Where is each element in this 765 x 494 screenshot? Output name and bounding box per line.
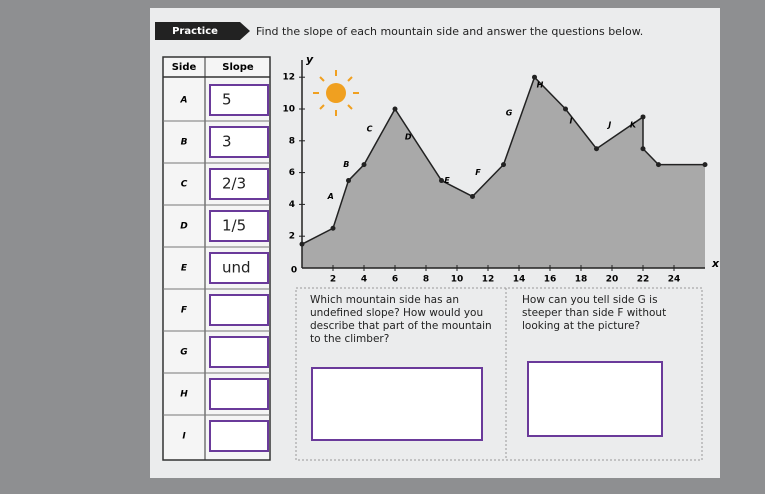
side-label: A	[327, 192, 334, 201]
table-header: Slope	[222, 62, 254, 73]
question-area	[295, 287, 703, 461]
sun	[326, 83, 346, 103]
side-label: B	[343, 160, 349, 169]
x-tick-label: 6	[392, 275, 398, 285]
vertex	[439, 178, 444, 184]
slope-answer: und	[222, 259, 251, 277]
table-header: Side	[172, 62, 197, 73]
y-tick-label: 4	[289, 200, 295, 210]
badge-shape	[155, 22, 250, 40]
vertex	[656, 162, 661, 168]
answer-box[interactable]	[209, 294, 269, 326]
side-label: D	[405, 132, 412, 141]
x-tick-label: 12	[482, 275, 495, 285]
x-tick-label: 2	[330, 275, 336, 285]
vertex	[532, 74, 537, 80]
sun-rays	[313, 70, 359, 116]
vertex	[361, 162, 367, 168]
vertex	[640, 114, 646, 120]
side-label: G	[180, 348, 187, 358]
side-label: E	[181, 264, 188, 274]
y-axis-label: y	[306, 53, 314, 66]
answer-box[interactable]	[209, 210, 269, 242]
x-tick-label: 8	[423, 275, 429, 285]
side-label: F	[475, 168, 481, 177]
vertex	[470, 193, 475, 199]
x-tick-label: 18	[575, 275, 588, 285]
slope-answer: 2/3	[222, 175, 246, 193]
side-label: C	[181, 180, 188, 190]
vertex	[501, 162, 506, 168]
x-tick-label: 20	[606, 275, 619, 285]
side-label: A	[180, 96, 188, 106]
answer-box[interactable]	[209, 168, 269, 200]
vertex	[299, 241, 305, 247]
badge: Practice	[172, 26, 218, 37]
side-label: G	[506, 108, 513, 117]
x-axis-label: x	[711, 257, 720, 270]
side-label: I	[182, 432, 186, 442]
answer-box[interactable]	[209, 252, 269, 284]
mountain-area	[302, 77, 705, 268]
side-label: H	[180, 390, 188, 400]
side-label: E	[444, 176, 450, 185]
y-tick-label: 6	[289, 168, 295, 178]
answer-box[interactable]	[527, 361, 663, 437]
x-tick-label: 14	[513, 275, 526, 285]
origin-label: 0	[291, 266, 297, 276]
vertex	[346, 178, 351, 184]
side-label: C	[367, 124, 373, 133]
vertex	[702, 162, 708, 168]
slope-answer: 5	[222, 91, 232, 109]
question: How can you tell side G is steeper than …	[522, 294, 667, 332]
y-tick-label: 10	[282, 105, 295, 115]
side-label: J	[606, 120, 611, 129]
y-tick-label: 2	[289, 232, 295, 242]
x-tick-label: 16	[544, 275, 557, 285]
answer-box[interactable]	[209, 378, 269, 410]
side-label: D	[180, 222, 188, 232]
answer-box[interactable]	[311, 367, 483, 441]
x-tick-label: 22	[637, 275, 650, 285]
slope-answer: 3	[222, 133, 232, 151]
slope-answer: 1/5	[222, 217, 246, 235]
instruction: Find the slope of each mountain side and…	[256, 25, 643, 38]
answer-box[interactable]	[209, 336, 269, 368]
side-label: I	[570, 116, 573, 125]
answer-box[interactable]	[209, 126, 269, 158]
vertex	[330, 225, 336, 231]
x-tick-label: 24	[668, 275, 681, 285]
question: Which mountain side has an undefined slo…	[310, 294, 492, 345]
y-tick-label: 12	[282, 73, 295, 83]
side-label: B	[181, 138, 188, 148]
side-label: F	[181, 306, 188, 316]
answer-box[interactable]	[209, 84, 269, 116]
vertex	[563, 106, 568, 112]
vertex	[594, 146, 599, 152]
answer-box[interactable]	[209, 420, 269, 452]
vertex	[640, 146, 646, 152]
x-tick-label: 10	[451, 275, 464, 285]
vertex	[392, 106, 398, 112]
side-label: H	[537, 81, 544, 90]
side-label: K	[630, 120, 637, 129]
y-tick-label: 8	[289, 136, 295, 146]
x-tick-label: 4	[361, 275, 367, 285]
